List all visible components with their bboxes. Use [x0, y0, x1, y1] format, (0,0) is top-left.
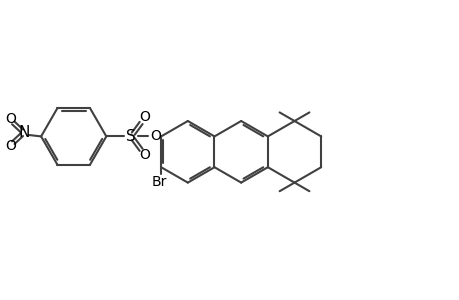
Text: O: O: [139, 110, 150, 124]
Text: O: O: [139, 148, 150, 162]
Text: S: S: [126, 129, 136, 144]
Text: O: O: [5, 140, 16, 153]
Text: N: N: [18, 125, 29, 140]
Text: Br: Br: [151, 175, 166, 189]
Text: O: O: [5, 112, 16, 126]
Text: O: O: [150, 129, 161, 143]
